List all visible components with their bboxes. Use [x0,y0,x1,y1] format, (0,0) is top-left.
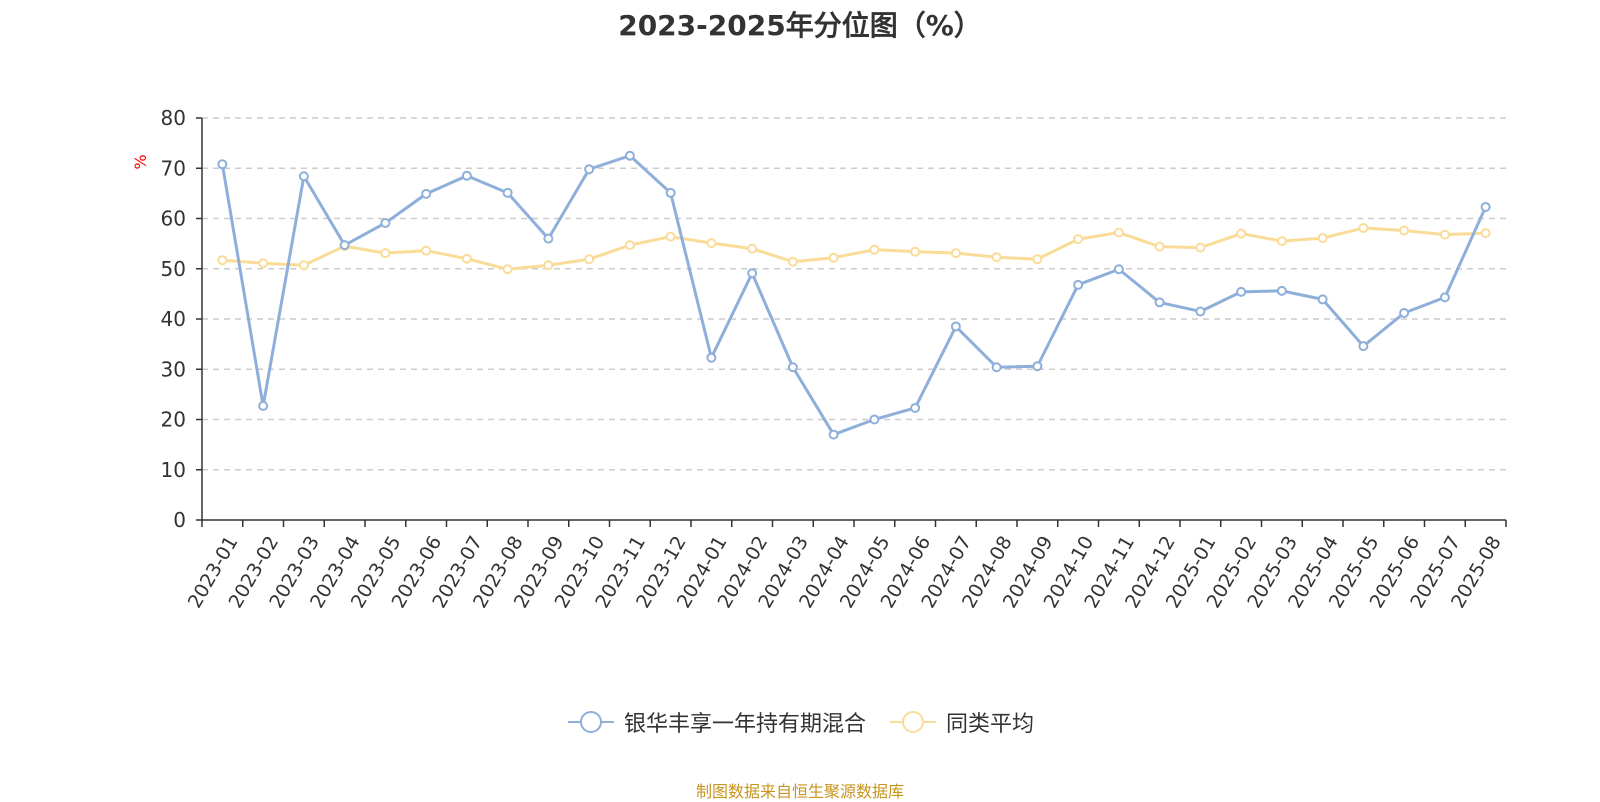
chart-title: 2023-2025年分位图（%） [618,9,982,42]
tick-labels: 01020304050607080%2023-012023-022023-032… [131,106,1506,612]
series-0-point-2025-07 [1439,292,1450,303]
series-1-point-2024-02 [747,243,758,254]
series-0-point-2023-06 [421,188,432,199]
series-1-point-2025-03 [1276,236,1287,247]
y-tick-label-30: 30 [161,357,186,381]
series-1-point-2023-05 [380,248,391,259]
y-tick-label-70: 70 [161,156,186,180]
series-0-point-2025-02 [1236,286,1247,297]
series-0-point-2024-02 [747,268,758,279]
series-0-point-2025-01 [1195,306,1206,317]
series-1-point-2024-01 [706,238,717,249]
series-0-point-2024-09 [1032,361,1043,372]
y-tick-label-20: 20 [161,408,186,432]
series-1-point-2025-07 [1439,229,1450,240]
y-tick-label-60: 60 [161,207,186,231]
y-tick-label-10: 10 [161,458,186,482]
series-0-point-2023-03 [298,171,309,182]
series-0-point-2024-01 [706,352,717,363]
series-0-point-2024-05 [869,414,880,425]
series-1-point-2023-01 [217,255,228,266]
series-0-point-2023-05 [380,218,391,229]
series-0-point-2023-09 [543,233,554,244]
series-0-point-2025-06 [1399,307,1410,318]
series-0-point-2024-07 [950,321,961,332]
series-1-point-2024-04 [828,252,839,263]
series-1-point-2024-12 [1154,241,1165,252]
legend-marker-average-icon [890,711,936,733]
series-0-point-2023-01 [217,159,228,170]
series-1-point-2024-06 [910,246,921,257]
series-1-point-2023-06 [421,245,432,256]
series-0-point-2024-06 [910,402,921,413]
legend-label-average: 同类平均 [946,712,1035,737]
legend-marker-fund-icon [567,711,614,733]
series-0-point-2023-10 [584,164,595,175]
series-line-0 [220,154,1487,437]
series-1-point-2025-05 [1358,223,1369,234]
y-axis-unit-label: % [131,154,150,169]
series-0-point-2024-04 [828,429,839,440]
series-1-point-2024-09 [1032,254,1043,265]
series-1-point-2023-02 [258,258,269,269]
series-0-point-2025-03 [1276,285,1287,296]
series-1-point-2023-10 [584,254,595,265]
series-1-point-2024-03 [787,256,798,267]
series-1-point-2024-05 [869,244,880,255]
series-1-point-2025-02 [1236,228,1247,239]
series-0-point-2025-04 [1317,294,1328,305]
series-0-point-2023-08 [502,187,513,198]
series-line-1 [222,226,1486,271]
series-1-point-2025-06 [1399,225,1410,236]
series-0-point-2023-12 [665,187,676,198]
series-0-point-2023-04 [339,240,350,251]
series-0-point-2024-11 [1113,264,1124,275]
legend-item-average[interactable]: 同类平均 [888,706,1034,738]
series-0-point-2024-08 [991,362,1002,373]
series-1-point-2024-08 [991,252,1002,263]
series-1-point-2025-01 [1195,242,1206,253]
legend-item-fund[interactable]: 银华丰享一年持有期混合 [566,706,866,738]
series-1-point-2023-12 [665,231,676,242]
series-1-point-2023-08 [502,264,513,275]
series-1-point-2023-03 [298,260,309,271]
series-0-point-2025-08 [1480,201,1491,212]
series-0-point-2023-02 [258,400,269,411]
legend-label-fund: 银华丰享一年持有期混合 [623,712,866,737]
series-0-point-2024-12 [1154,297,1165,308]
series-1-point-2023-07 [461,253,472,264]
series-1-point-2023-09 [543,260,554,271]
source-note: 制图数据来自恒生聚源数据库 [695,782,904,801]
series-0-point-2025-05 [1358,341,1369,352]
series-0-point-2023-11 [624,150,635,161]
series-1-point-2023-11 [624,240,635,251]
series-0-point-2023-07 [461,170,472,181]
legend: 银华丰享一年持有期混合 同类平均 [0,706,1600,738]
series-1-point-2024-10 [1073,234,1084,245]
series-1-point-2025-08 [1480,228,1491,239]
series-0-point-2024-03 [787,362,798,373]
y-tick-label-40: 40 [161,307,186,331]
series-1-point-2024-07 [950,248,961,259]
series-0-point-2024-10 [1073,279,1084,290]
series-1-point-2025-04 [1317,233,1328,244]
y-tick-label-80: 80 [161,106,186,130]
series-lines [217,150,1491,440]
y-tick-label-0: 0 [173,508,186,532]
axes [196,117,1507,527]
y-tick-label-50: 50 [161,257,186,281]
grid-lines [202,117,1506,471]
series-1-point-2024-11 [1113,227,1124,238]
